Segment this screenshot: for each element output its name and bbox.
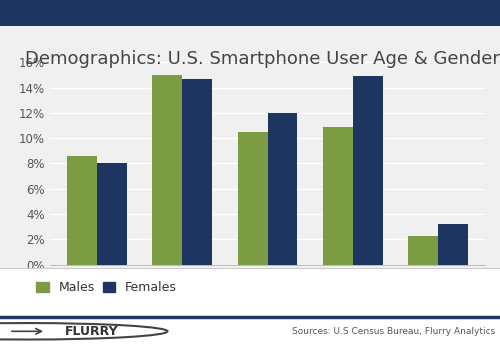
Text: FLURRY: FLURRY <box>65 325 118 338</box>
Legend: Males, Females: Males, Females <box>31 276 182 299</box>
Bar <box>353 76 382 265</box>
Text: Sources: U.S Census Bureau, Flurry Analytics: Sources: U.S Census Bureau, Flurry Analy… <box>292 327 495 336</box>
Bar <box>323 127 353 265</box>
Bar <box>97 164 127 265</box>
Bar <box>182 79 212 265</box>
Bar <box>438 224 468 265</box>
Text: Demographics: U.S. Smartphone User Age & Gender: Demographics: U.S. Smartphone User Age &… <box>25 50 500 68</box>
Bar <box>238 132 268 265</box>
Bar <box>152 75 182 265</box>
Bar <box>408 236 438 265</box>
Bar <box>67 156 97 265</box>
Bar <box>268 113 298 265</box>
